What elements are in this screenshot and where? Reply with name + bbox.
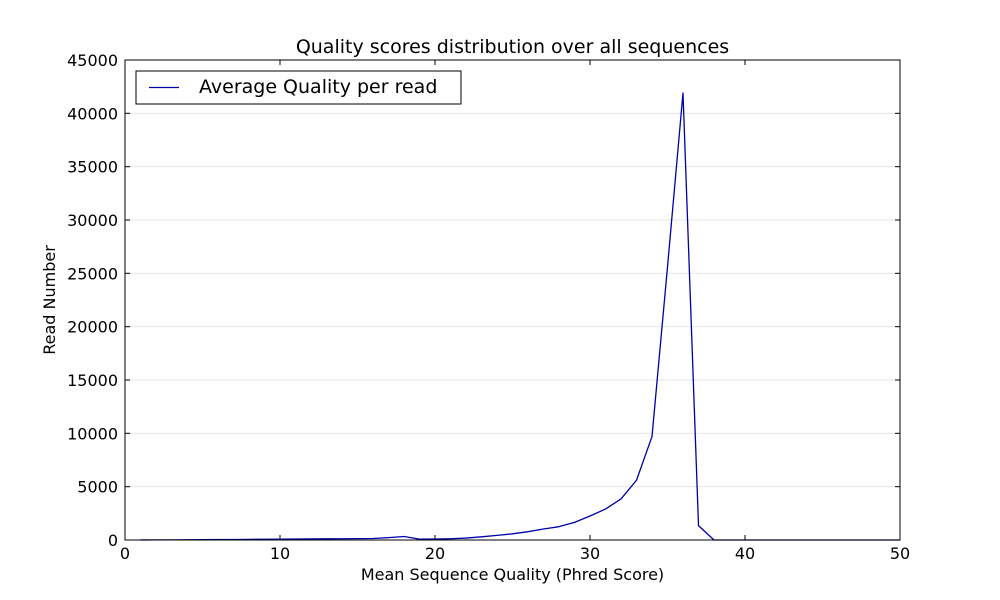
- x-tick-label: 20: [425, 544, 445, 563]
- chart-title: Quality scores distribution over all seq…: [296, 36, 729, 58]
- x-tick-label: 10: [270, 544, 290, 563]
- axis-ticks: 0 5000 10000 15000 20000 25000 30000 35000 40000…: [67, 51, 910, 563]
- y-tick-label: 35000: [67, 158, 118, 177]
- x-tick-label: 40: [735, 544, 755, 563]
- grid-lines: [125, 112, 900, 488]
- y-tick-label: 0: [108, 531, 118, 550]
- plot-area: [124, 59, 901, 541]
- y-tick-label: 10000: [67, 424, 118, 443]
- y-axis-label: Read Number: [40, 245, 59, 355]
- y-tick-label: 45000: [67, 51, 118, 70]
- legend: Average Quality per read: [135, 70, 462, 105]
- series-line: [140, 92, 900, 541]
- x-tick-label: 0: [120, 544, 130, 563]
- series-lines: [140, 92, 900, 541]
- x-axis-label: Mean Sequence Quality (Phred Score): [361, 565, 664, 584]
- y-tick-label: 20000: [67, 318, 118, 337]
- y-tick-label: 40000: [67, 104, 118, 123]
- y-tick-label: 5000: [77, 478, 118, 497]
- y-tick-label: 15000: [67, 371, 118, 390]
- y-tick-label: 25000: [67, 264, 118, 283]
- y-tick-label: 30000: [67, 211, 118, 230]
- legend-box: [135, 70, 462, 105]
- x-tick-label: 30: [580, 544, 600, 563]
- x-tick-label: 50: [890, 544, 910, 563]
- legend-label: Average Quality per read: [199, 76, 437, 98]
